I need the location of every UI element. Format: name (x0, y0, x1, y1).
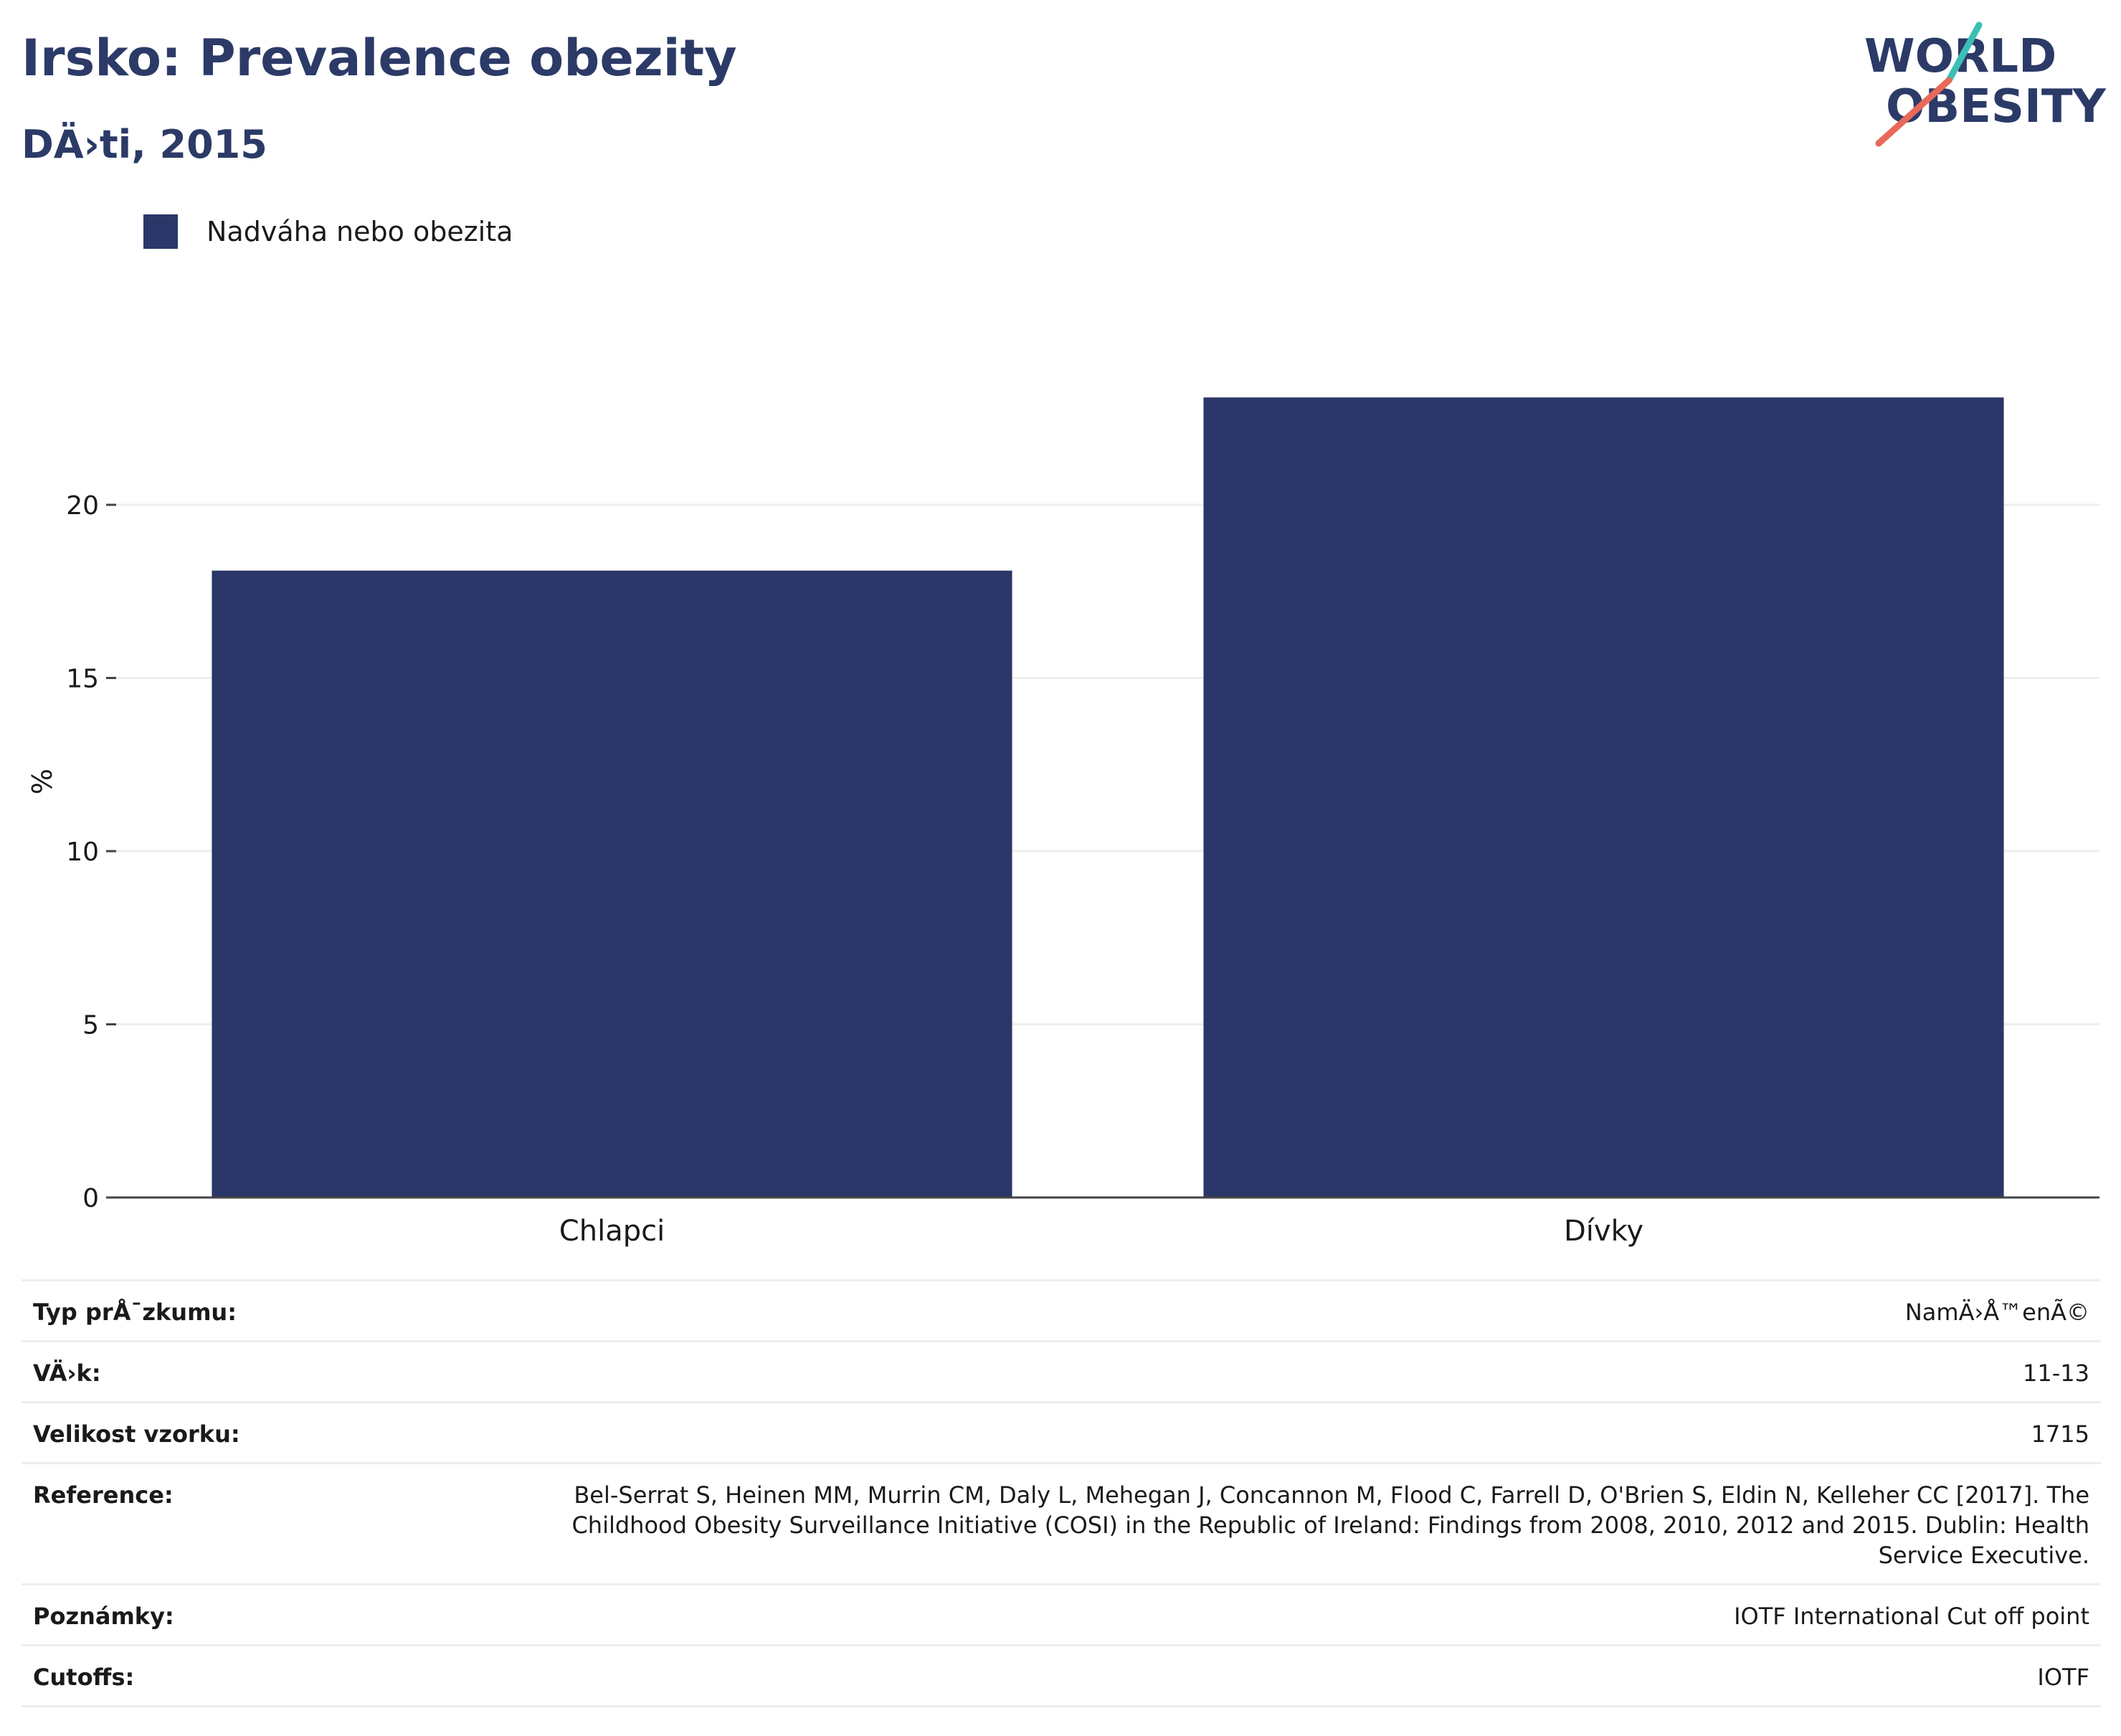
info-table: Typ prÅ¯zkumu: NamÄ›Å™enÃ© VÄ›k: 11-13 Velik… (22, 1279, 2101, 1707)
logo-slash-bottom (1875, 77, 1952, 147)
x-tick-label: Dívky (1564, 1215, 1643, 1248)
y-axis-label: % (27, 769, 58, 795)
info-value: 11-13 (2023, 1360, 2089, 1387)
logo-slash-top (1945, 22, 1983, 84)
info-row: Velikost vzorku: 1715 (22, 1402, 2101, 1464)
info-value: IOTF International Cut off point (1734, 1603, 2089, 1630)
info-row: Poznámky: IOTF International Cut off poin… (22, 1584, 2101, 1646)
y-tick-label: 20 (66, 491, 99, 521)
info-row: Typ prÅ¯zkumu: NamÄ›Å™enÃ© (22, 1280, 2101, 1342)
bar-chart: 0 5 10 15 20 Chlapci Dívky % (27, 397, 2099, 1248)
info-key: Cutoffs: (33, 1664, 135, 1691)
y-tick-label: 0 (82, 1184, 99, 1213)
y-axis-ticks: 0 5 10 15 20 (66, 491, 116, 1213)
y-tick-label: 15 (66, 665, 99, 694)
info-row: Cutoffs: IOTF (22, 1645, 2101, 1707)
info-value: NamÄ›Å™enÃ© (1904, 1299, 2089, 1326)
info-row: Reference: Bel-Serrat S, Heinen MM, Murri… (22, 1463, 2101, 1585)
info-value: IOTF (2037, 1664, 2089, 1691)
legend: Nadváha nebo obezita (143, 214, 513, 250)
info-row: VÄ›k: 11-13 (22, 1341, 2101, 1403)
page-title: Irsko: Prevalence obezity (22, 29, 737, 87)
info-value: 1715 (2031, 1420, 2089, 1448)
bar (1203, 397, 2004, 1197)
info-key: Typ prÅ¯zkumu: (33, 1299, 237, 1326)
x-axis-ticks: Chlapci Dívky (559, 1215, 1643, 1248)
legend-label: Nadváha nebo obezita (207, 216, 513, 247)
info-key: Poznámky: (33, 1603, 174, 1630)
info-value: Bel-Serrat S, Heinen MM, Murrin CM, Daly… (571, 1481, 2089, 1569)
y-tick-label: 10 (66, 838, 99, 867)
y-tick-label: 5 (82, 1011, 99, 1040)
info-key: VÄ›k: (33, 1360, 101, 1387)
legend-swatch (143, 214, 178, 249)
info-key: Reference: (33, 1481, 174, 1509)
page-subtitle: DÄ›ti, 2015 (22, 122, 267, 167)
info-key: Velikost vzorku: (33, 1420, 240, 1448)
world-obesity-logo: WORLD OBESITY (1864, 22, 2106, 147)
x-tick-label: Chlapci (559, 1215, 665, 1248)
bars (212, 397, 2004, 1197)
bar (212, 570, 1012, 1197)
